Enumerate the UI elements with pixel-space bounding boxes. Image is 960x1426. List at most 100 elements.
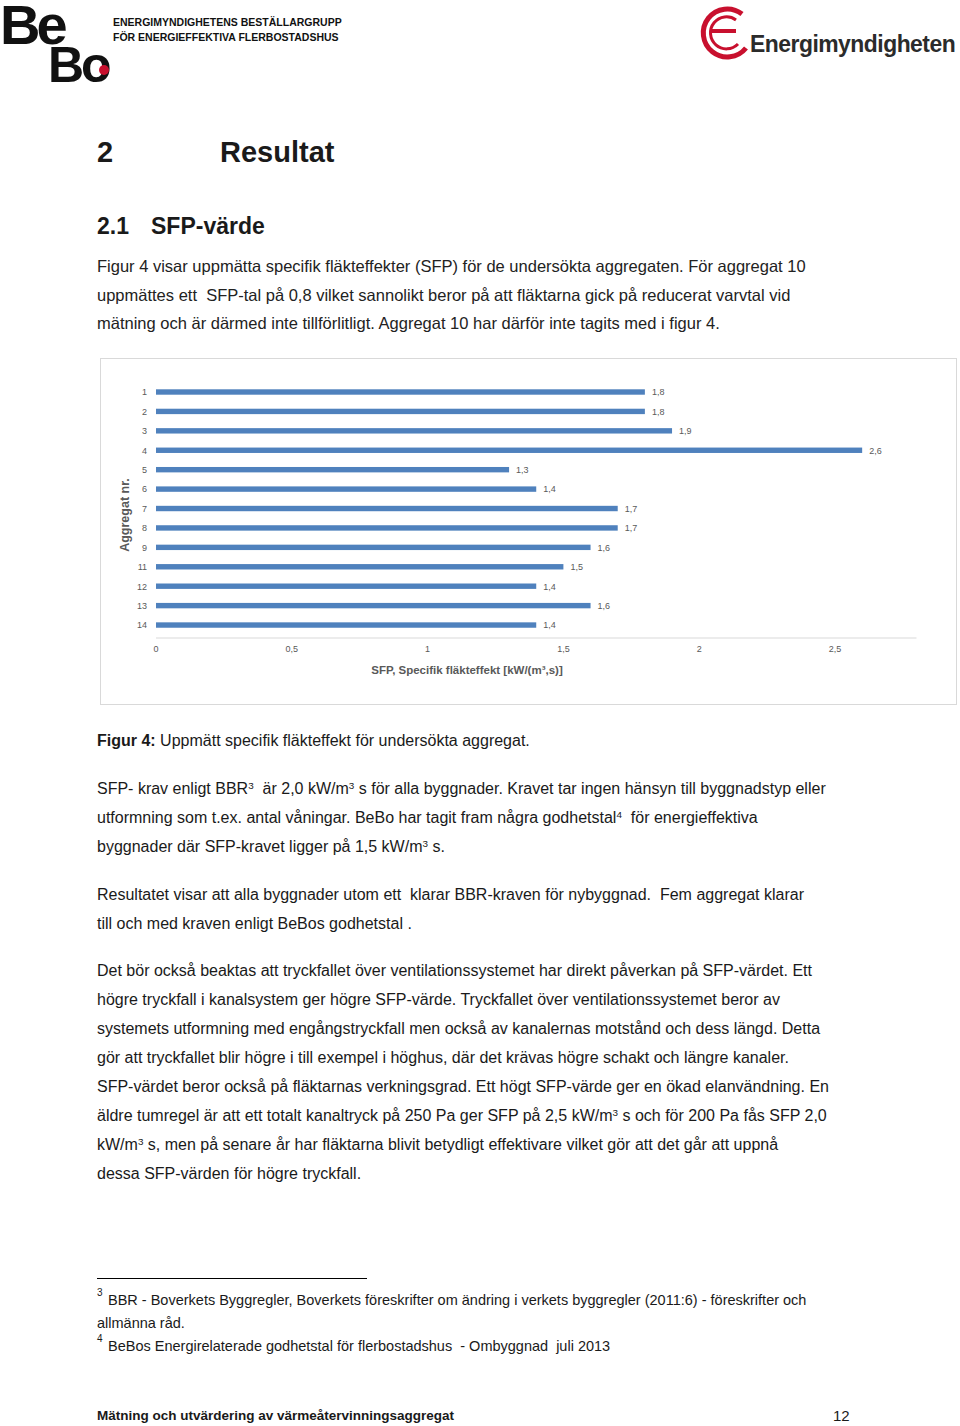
caption-label: Figur 4: (97, 732, 156, 749)
category-label: 6 (142, 484, 147, 494)
data-label: 1,3 (516, 465, 529, 475)
text-run: för energieffektiva (622, 809, 758, 826)
text-run: s, men på senare år har fläktarna blivit… (143, 1136, 778, 1153)
intro-line: mätning och är därmed inte tillförlitlig… (97, 311, 720, 335)
paragraph-line: äldre tumregel är att ett totalt kanaltr… (97, 1104, 827, 1128)
category-label: 2 (142, 407, 147, 417)
tick-label: 2 (697, 644, 702, 654)
text-run: dessa SFP-värden för högre tryckfall. (97, 1165, 361, 1182)
paragraph-line: dessa SFP-värden för högre tryckfall. (97, 1162, 361, 1186)
bar (156, 564, 563, 569)
agency-logo-mark (690, 0, 760, 70)
text-run: Det bör också beaktas att tryckfallet öv… (97, 962, 812, 979)
heading-number: 2 (97, 134, 113, 170)
category-label: 9 (142, 543, 147, 553)
subheading-number: 2.1 (97, 211, 129, 241)
bars (156, 389, 862, 627)
superscript: 3 (349, 780, 355, 791)
bebo-logo: BeBo (0, 0, 120, 90)
data-label: 1,6 (598, 601, 611, 611)
category-label: 5 (142, 465, 147, 475)
intro-line: Figur 4 visar uppmätta specifik fläkteff… (97, 254, 806, 278)
text-run: systemets utformning med engångstryckfal… (97, 1020, 820, 1037)
bar (156, 603, 591, 608)
superscript: 3 (248, 780, 254, 791)
category-label: 3 (142, 426, 147, 436)
logo-arc (711, 17, 738, 49)
caption-text: Uppmätt specifik fläkteffekt för undersö… (156, 732, 530, 749)
text-run: gör att tryckfallet blir högre i till ex… (97, 1049, 789, 1066)
category-label: 1 (142, 387, 147, 397)
bar (156, 467, 509, 472)
bar (156, 448, 862, 453)
paragraph-line: till och med kraven enligt BeBos godhets… (97, 912, 412, 936)
superscript: 3 (422, 838, 428, 849)
bar (156, 622, 536, 627)
superscript: 4 (616, 809, 622, 820)
footnote-line: BBR - Boverkets Byggregler, Boverkets fö… (108, 1290, 806, 1310)
data-label: 1,4 (543, 620, 556, 630)
data-label: 1,8 (652, 387, 665, 397)
paragraph-line: SFP-värdet beror också på fläktarnas ver… (97, 1075, 829, 1099)
footnote-number: 3 (97, 1286, 103, 1300)
figure-caption: Figur 4: Uppmätt specifik fläkteffekt fö… (97, 729, 530, 753)
footnote-line: BeBos Energirelaterade godhetstal för fl… (108, 1336, 610, 1356)
text-run: högre tryckfall i kanalsystem ger högre … (97, 991, 780, 1008)
category-label: 13 (137, 601, 147, 611)
category-label: 4 (142, 446, 147, 456)
logo-arc (703, 9, 746, 57)
data-label: 1,8 (652, 407, 665, 417)
text-run: SFP- krav enligt BBR (97, 780, 248, 797)
category-label: 12 (137, 582, 147, 592)
data-label: 1,9 (679, 426, 692, 436)
subheading-title: SFP-värde (151, 211, 265, 241)
paragraph-line: gör att tryckfallet blir högre i till ex… (97, 1046, 789, 1070)
tick-label: 2,5 (829, 644, 842, 654)
intro-line: uppmättes ett SFP-tal på 0,8 vilket sann… (97, 283, 790, 307)
bar (156, 389, 645, 394)
data-label: 1,7 (625, 504, 638, 514)
bar-chart: 1,81,81,92,61,31,41,71,71,61,51,41,61,41… (100, 358, 957, 705)
paragraph-line: Det bör också beaktas att tryckfallet öv… (97, 959, 812, 983)
category-label: 11 (138, 562, 147, 572)
footnote-rule (97, 1278, 367, 1279)
data-label: 1,6 (598, 543, 611, 553)
bar (156, 409, 645, 414)
page-number: 12 (833, 1407, 850, 1425)
bar (156, 486, 536, 491)
category-label: 7 (142, 504, 147, 514)
bar (156, 525, 618, 530)
bar (156, 506, 618, 511)
bar (156, 545, 591, 550)
x-axis-title: SFP, Specifik fläkteffekt [kW/(m³,s)] (371, 664, 563, 676)
paragraph-line: kW/m3 s, men på senare år har fläktarna … (97, 1133, 778, 1157)
paragraph-line: utformning som t.ex. antal våningar. BeB… (97, 806, 758, 830)
superscript: 3 (138, 1136, 144, 1147)
bar (156, 584, 536, 589)
axis-line (156, 638, 916, 639)
paragraph-line: byggnader där SFP-kravet ligger på 1,5 k… (97, 835, 445, 859)
tick-label: 1 (425, 644, 430, 654)
text-run: s för alla byggnader. Kravet tar ingen h… (354, 780, 825, 797)
data-label: 1,5 (570, 562, 583, 572)
text-run: SFP-värdet beror också på fläktarnas ver… (97, 1078, 829, 1095)
footnote-line: allmänna råd. (97, 1313, 185, 1333)
paragraph-line: systemets utformning med engångstryckfal… (97, 1017, 820, 1041)
paragraph-line: SFP- krav enligt BBR3 är 2,0 kW/m3 s för… (97, 777, 826, 801)
logo-dot (99, 65, 109, 75)
text-run: äldre tumregel är att ett totalt kanaltr… (97, 1107, 613, 1124)
data-label: 1,7 (625, 523, 638, 533)
text-run: kW/m (97, 1136, 138, 1153)
org-line: ENERGIMYNDIGHETENS BESTÄLLARGRUPP (113, 15, 342, 29)
y-axis-title: Aggregat nr. (118, 478, 132, 552)
logo-text: Bo (48, 37, 110, 90)
text-run: s och för 200 Pa fås SFP 2,0 (618, 1107, 827, 1124)
category-label: 8 (142, 523, 147, 533)
paragraph-line: Resultatet visar att alla byggnader utom… (97, 883, 804, 907)
text-run: s. (428, 838, 445, 855)
data-label: 1,4 (543, 582, 556, 592)
logo-bar (712, 29, 736, 33)
agency-name: Energimyndigheten (750, 29, 955, 59)
chart-frame (101, 359, 957, 705)
footer-title: Mätning och utvärdering av värmeåtervinn… (97, 1407, 454, 1425)
